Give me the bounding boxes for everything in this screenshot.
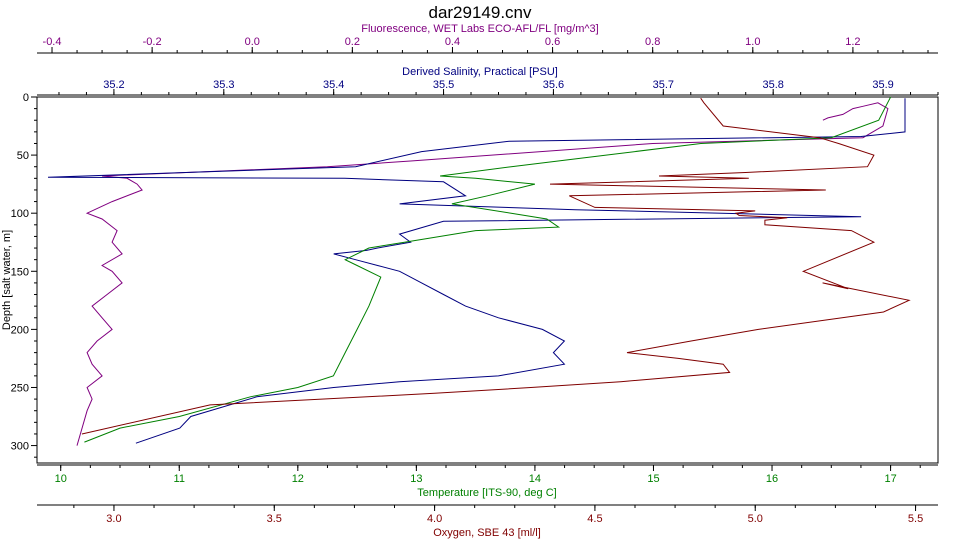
depth-tick-label: 100 xyxy=(11,208,29,220)
salinity-tick-label: 35.3 xyxy=(213,79,234,91)
fluorescence-tick-label: -0.4 xyxy=(43,36,62,48)
salinity-tick-label: 35.9 xyxy=(872,79,893,91)
fluorescence-tick-label: 0.0 xyxy=(245,36,260,48)
temperature-tick-label: 14 xyxy=(529,473,541,485)
fluorescence-axis-label: Fluorescence, WET Labs ECO-AFL/FL [mg/m^… xyxy=(361,23,598,35)
depth-tick-label: 150 xyxy=(11,266,29,278)
fluorescence-axis: Fluorescence, WET Labs ECO-AFL/FL [mg/m^… xyxy=(37,23,938,54)
salinity-axis-label: Derived Salinity, Practical [PSU] xyxy=(402,66,558,78)
fluorescence-tick-label: 0.6 xyxy=(545,36,560,48)
oxygen-series-line xyxy=(81,97,911,435)
fluorescence-tick-label: 0.8 xyxy=(645,36,660,48)
oxygen-axis-label: Oxygen, SBE 43 [ml/l] xyxy=(433,527,541,539)
fluorescence-series-line xyxy=(76,102,889,446)
salinity-tick-label: 35.2 xyxy=(103,79,124,91)
salinity-tick-label: 35.6 xyxy=(543,79,564,91)
oxygen-axis: Oxygen, SBE 43 [ml/l] 3.0 3.5 4.0 4.5 5.0 5.5 xyxy=(37,504,938,539)
plot-frame xyxy=(36,96,939,464)
fluorescence-tick-label: 1.0 xyxy=(745,36,760,48)
depth-tick-label: 250 xyxy=(11,382,29,394)
salinity-axis: Derived Salinity, Practical [PSU] 35.2 35… xyxy=(37,66,939,96)
salinity-tick-label: 35.7 xyxy=(653,79,674,91)
fluorescence-tick-label: 0.2 xyxy=(345,36,360,48)
oxygen-tick-label: 4.5 xyxy=(587,513,602,525)
temperature-tick-label: 17 xyxy=(884,473,896,485)
fluorescence-tick-label: 1.2 xyxy=(845,36,860,48)
salinity-series-line xyxy=(47,98,906,444)
salinity-tick-label: 35.4 xyxy=(323,79,344,91)
temperature-axis-label: Temperature [ITS-90, deg C] xyxy=(417,487,556,499)
oxygen-tick-label: 5.0 xyxy=(748,513,763,525)
salinity-tick-label: 35.5 xyxy=(433,79,454,91)
temperature-axis: Temperature [ITS-90, deg C] 10 11 12 13 14 15… xyxy=(37,464,938,499)
fluorescence-tick-label: -0.2 xyxy=(143,36,162,48)
oxygen-tick-label: 3.5 xyxy=(267,513,282,525)
depth-tick-label: 0 xyxy=(23,92,29,104)
chart-title: dar29149.cnv xyxy=(428,3,532,22)
oxygen-tick-label: 5.5 xyxy=(908,513,923,525)
temperature-tick-label: 15 xyxy=(647,473,659,485)
temperature-series-line xyxy=(84,96,892,443)
temperature-tick-label: 11 xyxy=(174,473,185,485)
depth-tick-label: 300 xyxy=(11,441,29,453)
oxygen-tick-label: 4.0 xyxy=(427,513,442,525)
depth-axis: Depth [salt water, m] 0 50 100 150 200 250 300 xyxy=(1,92,37,458)
oxygen-tick-label: 3.0 xyxy=(106,513,121,525)
depth-tick-label: 200 xyxy=(11,324,29,336)
depth-axis-label: Depth [salt water, m] xyxy=(1,230,13,330)
series-layer xyxy=(47,96,911,446)
temperature-tick-label: 13 xyxy=(410,473,422,485)
fluorescence-tick-label: 0.4 xyxy=(445,36,460,48)
depth-tick-label: 50 xyxy=(17,150,29,162)
temperature-tick-label: 16 xyxy=(766,473,778,485)
temperature-tick-label: 12 xyxy=(292,473,304,485)
temperature-tick-label: 10 xyxy=(55,473,67,485)
salinity-tick-label: 35.8 xyxy=(762,79,783,91)
